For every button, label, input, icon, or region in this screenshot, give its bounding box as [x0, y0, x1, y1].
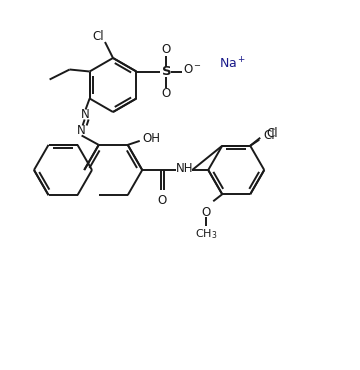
- Text: Cl: Cl: [264, 129, 275, 142]
- Text: CH$_3$: CH$_3$: [195, 227, 217, 241]
- Text: O: O: [158, 194, 167, 206]
- Text: S: S: [162, 65, 171, 78]
- Text: O: O: [162, 87, 171, 100]
- Text: N: N: [77, 124, 86, 137]
- Text: O: O: [202, 206, 211, 219]
- Text: Cl: Cl: [92, 30, 104, 43]
- Text: N: N: [81, 108, 90, 121]
- Text: NH: NH: [175, 161, 193, 175]
- Text: Cl: Cl: [266, 127, 278, 140]
- Text: OH: OH: [143, 132, 161, 145]
- Text: O: O: [162, 43, 171, 56]
- Text: Na$^+$: Na$^+$: [219, 56, 246, 71]
- Text: O$^-$: O$^-$: [183, 63, 202, 76]
